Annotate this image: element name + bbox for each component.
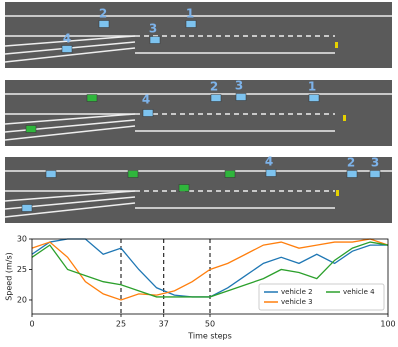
other-vehicle [127, 170, 139, 178]
stop-marker [335, 42, 338, 48]
stop-marker [336, 190, 339, 196]
speed-line [31, 238, 389, 301]
vehicle-label: 2 [99, 7, 107, 21]
vehicle [346, 170, 358, 178]
x-tick-label: 0 [29, 320, 34, 329]
plot-frame [31, 238, 389, 315]
stop-marker [343, 115, 346, 121]
road [5, 2, 392, 68]
lane-line [4, 190, 136, 202]
road [5, 157, 392, 223]
other-vehicle [86, 94, 98, 102]
vehicle [98, 20, 110, 28]
other-vehicle [224, 170, 236, 178]
vehicle [235, 93, 247, 101]
lane-line [4, 113, 136, 125]
lane-line [4, 47, 136, 63]
vehicle-label: 2 [347, 156, 355, 170]
other-vehicle [178, 184, 190, 192]
vehicle [210, 94, 222, 102]
vehicle-label: 4 [142, 93, 150, 107]
legend-label: vehicle 3 [281, 298, 313, 306]
lane-line [4, 35, 136, 47]
y-tick-label: 30 [17, 235, 27, 244]
road-scene: 4 2 3 1 [4, 79, 392, 146]
legend-label: vehicle 2 [281, 288, 313, 296]
legend-box [258, 283, 385, 311]
vehicle [61, 45, 73, 53]
vehicle-label: 3 [235, 79, 243, 93]
lane-line [4, 125, 136, 141]
vehicle-label: 1 [308, 80, 316, 94]
y-tick-label: 25 [17, 265, 27, 274]
vehicle [21, 204, 33, 212]
legend-label: vehicle 4 [343, 288, 375, 296]
y-axis-label: Speed (m/s) [5, 252, 14, 301]
road-scene: 2 1 3 4 [4, 2, 392, 68]
vehicle-label: 4 [63, 32, 71, 46]
vehicle-label: 3 [149, 22, 157, 36]
x-tick-label: 50 [205, 320, 215, 329]
lane-line [4, 202, 136, 218]
vehicle [185, 20, 197, 28]
vehicle-label: 1 [186, 7, 194, 21]
vehicle [308, 94, 320, 102]
vehicle-label: 2 [210, 80, 218, 94]
vehicle [142, 109, 154, 117]
vehicle [149, 36, 161, 44]
x-tick-label: 25 [116, 320, 126, 329]
road-scene: 4 2 3 [4, 155, 392, 223]
other-vehicle [25, 125, 37, 133]
road [5, 80, 392, 146]
vehicle [265, 169, 277, 177]
speed-line [31, 241, 389, 298]
y-tick-label: 20 [17, 295, 27, 304]
vehicle [369, 170, 381, 178]
x-tick-label: 37 [159, 320, 169, 329]
vehicle-label: 4 [265, 155, 273, 169]
x-tick-label: 100 [380, 320, 395, 329]
vehicle [45, 170, 57, 178]
vehicle-label: 3 [371, 156, 379, 170]
x-axis-label: Time steps [187, 332, 232, 341]
